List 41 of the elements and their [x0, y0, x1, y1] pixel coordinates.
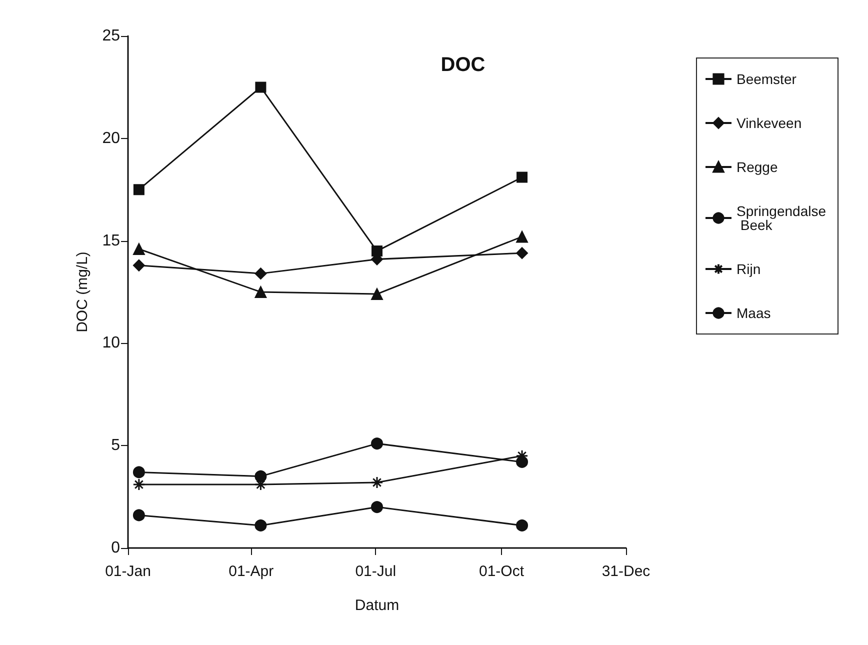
y-tick-label: 5 — [111, 437, 120, 454]
point — [516, 230, 528, 243]
point — [255, 82, 266, 93]
legend-label: Rijn — [736, 261, 761, 277]
x-tick-label: 01-Apr — [228, 563, 274, 580]
point — [372, 246, 382, 257]
point — [132, 259, 145, 272]
legend-label: Vinkeveen — [736, 115, 802, 131]
point — [516, 456, 528, 468]
legend-label: Springendalse Beek — [736, 203, 826, 233]
y-tick-label: 10 — [102, 334, 120, 352]
point — [132, 478, 146, 491]
y-tick-label: 15 — [102, 232, 120, 250]
point — [133, 184, 144, 196]
y-tick-label: 25 — [102, 28, 120, 44]
point — [371, 438, 383, 450]
point — [132, 242, 145, 255]
y-axis-title: DOC (mg/L) — [74, 252, 91, 332]
x-axis-title: Datum — [354, 597, 400, 614]
y-tick-label: 20 — [102, 130, 120, 147]
legend-label: Regge — [736, 159, 778, 175]
point — [370, 476, 384, 489]
x-tick-label: 01-Oct — [478, 563, 525, 580]
point — [254, 519, 267, 532]
y-tick-label: 0 — [111, 540, 120, 556]
point — [254, 268, 267, 280]
legend-label: Beemster — [736, 71, 797, 87]
point — [254, 470, 267, 482]
point — [371, 501, 383, 514]
point — [371, 288, 383, 300]
point — [516, 519, 528, 532]
point — [132, 466, 145, 478]
x-tick-label: 01-Jan — [105, 563, 151, 580]
point — [132, 509, 145, 522]
point — [516, 247, 528, 260]
point — [254, 286, 267, 298]
legend-label: Maas — [736, 305, 771, 321]
point — [516, 172, 528, 183]
text: DOC — [440, 54, 486, 76]
x-tick-label: 01-Jul — [355, 563, 396, 580]
x-tick-label: 31-Dec — [602, 563, 651, 580]
